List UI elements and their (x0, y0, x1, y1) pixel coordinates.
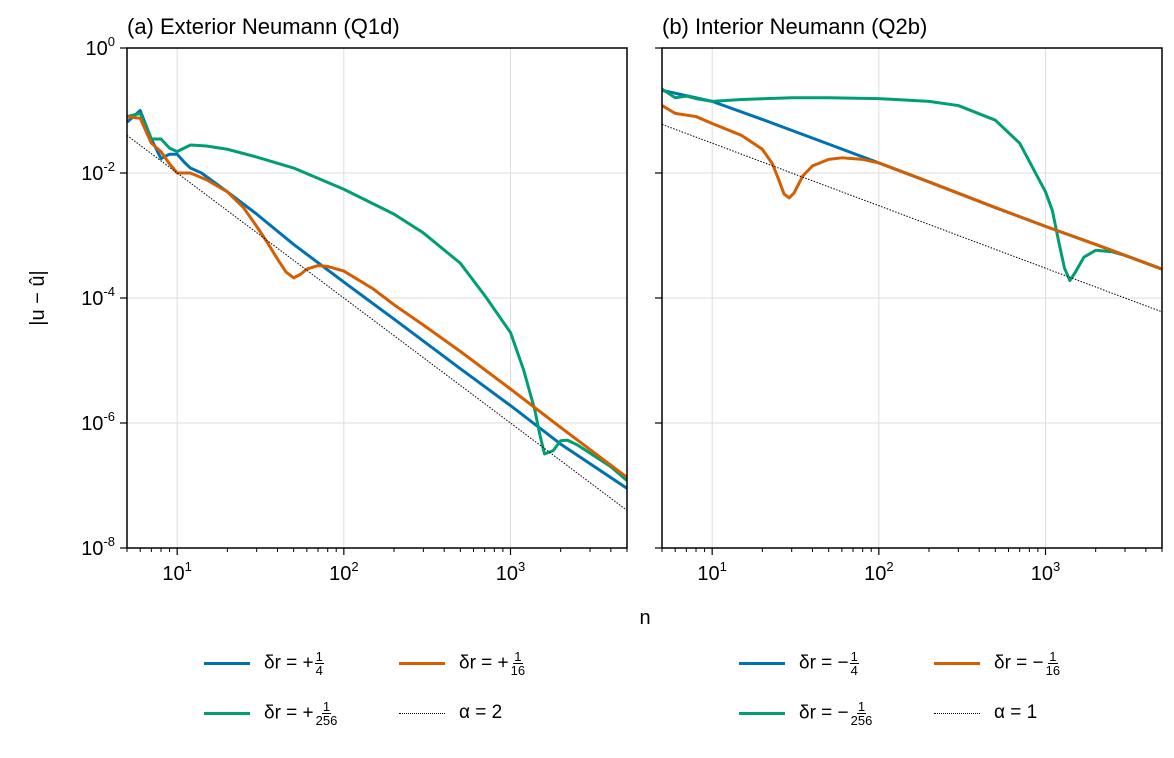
legend-swatch (934, 712, 980, 714)
y-tick-label: 10-2 (81, 159, 115, 185)
x-tick-label: 103 (496, 559, 525, 585)
legend-item: α = 2 (399, 698, 502, 728)
legend-swatch (204, 661, 250, 665)
panel-b: 101 102 103 (b) Interior Neumann (Q2b) (655, 14, 1163, 585)
y-tick-label: 10-6 (81, 409, 115, 435)
legend-item: δr = −1 256 (739, 698, 873, 728)
x-tick-label: 102 (329, 559, 358, 585)
chart-title: (a) Exterior Neumann (Q1d) (127, 14, 400, 39)
legend-item: δr = +1 256 (204, 698, 338, 728)
series-group (127, 109, 627, 511)
legend-label: δr = −1 4 (799, 648, 859, 678)
series-line-0 (127, 109, 627, 490)
chart-title: (b) Interior Neumann (Q2b) (662, 14, 927, 39)
y-tick-label: 10-8 (81, 534, 115, 560)
legend-swatch (739, 661, 785, 665)
series-line-3 (662, 123, 1162, 313)
legend-label: δr = +1 256 (264, 698, 338, 728)
legend-label: δr = −1 16 (994, 648, 1061, 678)
legend-swatch (739, 711, 785, 715)
x-axis-label: n (639, 607, 650, 629)
series-line-1 (127, 111, 627, 482)
y-axis-label: |u − û| (27, 270, 49, 325)
series-line-2 (662, 104, 1162, 271)
panel-a: 101 102 103 100 10-2 10-4 10-6 10-8 (a) Exterior… (81, 14, 628, 585)
series-group (662, 87, 1162, 313)
legend-label: δr = +1 4 (264, 648, 324, 678)
legend-item: δr = −1 4 (739, 648, 859, 678)
legend-panel-a: δr = +1 4 δr = +1 16 δr = +1 256 α = 2 (204, 648, 604, 744)
grid (127, 48, 627, 548)
legend-item: α = 1 (934, 698, 1037, 728)
legend-item: δr = +1 16 (399, 648, 526, 678)
legend-label: δr = −1 256 (799, 698, 873, 728)
y-tick-label: 10-4 (81, 284, 115, 310)
legend-item: δr = +1 4 (204, 648, 324, 678)
series-line-3 (127, 134, 627, 511)
grid (662, 48, 1162, 548)
series-line-2 (127, 115, 627, 479)
legend-swatch (399, 712, 445, 714)
legend-swatch (204, 711, 250, 715)
legend-swatch (934, 661, 980, 665)
x-tick-label: 101 (697, 559, 726, 585)
legend-label: δr = +1 16 (459, 648, 526, 678)
legend-label: α = 2 (459, 702, 503, 723)
x-tick-label: 102 (864, 559, 893, 585)
x-tick-label: 103 (1031, 559, 1060, 585)
series-line-1 (662, 87, 1162, 283)
legend-label: α = 1 (994, 702, 1038, 723)
legend-swatch (399, 661, 445, 665)
legend-panel-b: δr = −1 4 δr = −1 16 δr = −1 256 α = 1 (739, 648, 1139, 744)
y-tick-label: 100 (86, 34, 115, 60)
x-tick-label: 101 (162, 559, 191, 585)
legend-item: δr = −1 16 (934, 648, 1061, 678)
